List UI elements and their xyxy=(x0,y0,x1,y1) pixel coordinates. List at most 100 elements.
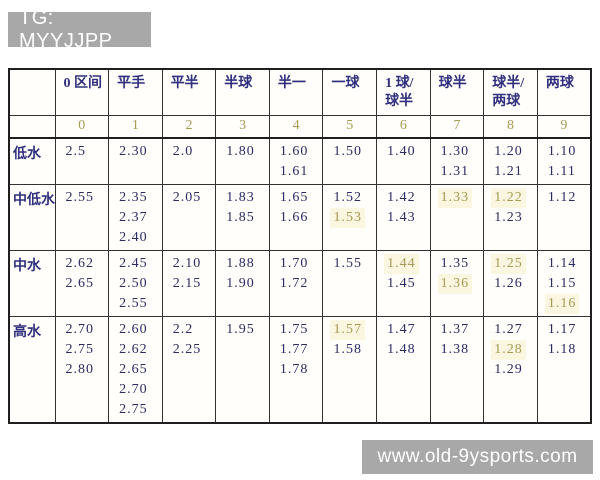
row-label: 中水 xyxy=(8,249,56,317)
odds-value: 2.2 xyxy=(172,321,194,337)
watermark-bottom: www.old-9ysports.com xyxy=(362,440,593,474)
odds-value: 2.45 xyxy=(119,255,148,271)
corner-cell xyxy=(8,68,56,116)
column-header: 半一 xyxy=(268,68,324,116)
column-header: 球半 xyxy=(429,68,485,116)
odds-cell: 2.0 xyxy=(161,137,217,185)
odds-cell: 2.60 2.62 2.65 2.70 2.75 xyxy=(108,315,163,423)
odds-value: 1.48 xyxy=(387,341,416,357)
column-index: 8 xyxy=(483,115,538,139)
odds-value: 2.5 xyxy=(65,143,86,159)
row-label: 高水 xyxy=(8,315,56,423)
odds-value: 2.0 xyxy=(172,143,194,159)
odds-cell: 1.30 1.31 xyxy=(429,137,485,185)
column-header: 平半 xyxy=(161,68,217,116)
odds-value: 2.37 xyxy=(119,209,148,225)
data-row: 中低水 2.55 2.35 2.37 2.40 2.05 1.83 1.85 1.65 1.66 1… xyxy=(8,183,592,251)
watermark-top: TG: MYYJJPP xyxy=(8,7,151,52)
odds-cell: 1.50 xyxy=(322,137,378,185)
odds-cell: 2.05 xyxy=(161,183,217,251)
odds-value: 2.65 xyxy=(65,275,94,291)
data-row: 低水 2.5 2.30 2.0 1.80 1.60 1.61 1.50 1.40 1.30 1.31… xyxy=(8,137,592,185)
odds-cell: 1.95 xyxy=(215,315,270,423)
odds-value: 1.38 xyxy=(440,341,470,357)
odds-cell: 1.33 xyxy=(429,183,485,251)
odds-cell: 1.44 1.45 xyxy=(376,249,431,317)
odds-cell: 2.10 2.15 xyxy=(161,249,217,317)
odds-value: 1.40 xyxy=(387,143,416,159)
odds-cell: 1.75 1.77 1.78 xyxy=(268,315,324,423)
odds-value: 1.83 xyxy=(226,189,255,205)
odds-value: 1.21 xyxy=(494,163,523,179)
index-corner-cell xyxy=(8,115,56,139)
odds-value: 2.40 xyxy=(119,229,148,245)
odds-value: 2.75 xyxy=(65,341,94,357)
odds-value: 1.23 xyxy=(494,209,523,225)
odds-value: 2.35 xyxy=(119,189,148,205)
odds-value: 1.61 xyxy=(279,163,309,179)
odds-value: 1.15 xyxy=(547,275,577,291)
header-row: 0 区间 平手 平半 半球 半一 一球 1 球/ 球半 球半 球半/ 两球 两球 xyxy=(8,68,592,116)
odds-cell: 2.45 2.50 2.55 xyxy=(108,249,163,317)
odds-cell: 1.60 1.61 xyxy=(268,137,324,185)
odds-value: 1.58 xyxy=(333,341,362,357)
odds-cell: 1.35 1.36 xyxy=(429,249,485,317)
odds-value: 1.95 xyxy=(226,321,255,337)
odds-cell: 1.42 1.43 xyxy=(376,183,431,251)
odds-cell: 1.80 xyxy=(215,137,270,185)
odds-value: 1.90 xyxy=(226,275,255,291)
row-label: 低水 xyxy=(8,137,56,185)
odds-value: 1.47 xyxy=(387,321,416,337)
odds-value: 1.20 xyxy=(494,143,523,159)
odds-cell: 1.12 xyxy=(536,183,592,251)
odds-value: 1.18 xyxy=(547,341,577,357)
odds-value: 2.05 xyxy=(172,189,202,205)
watermark-bottom-text: www.old-9ysports.com xyxy=(377,446,578,467)
odds-value: 1.50 xyxy=(333,143,362,159)
odds-value-highlight: 1.53 xyxy=(330,207,365,228)
odds-value: 1.55 xyxy=(333,255,362,271)
column-index: 4 xyxy=(268,115,324,139)
odds-value: 1.30 xyxy=(440,143,470,159)
odds-cell: 1.70 1.72 xyxy=(268,249,324,317)
column-header: 一球 xyxy=(322,68,378,116)
odds-cell: 1.27 1.28 1.29 xyxy=(483,315,538,423)
odds-value-highlight: 1.33 xyxy=(437,187,473,208)
odds-value: 1.72 xyxy=(279,275,309,291)
odds-cell: 1.37 1.38 xyxy=(429,315,485,423)
odds-cell: 2.55 xyxy=(54,183,110,251)
column-header: 0 区间 xyxy=(54,68,110,116)
odds-value: 2.80 xyxy=(65,361,94,377)
odds-value: 2.62 xyxy=(65,255,94,271)
odds-value: 2.50 xyxy=(119,275,148,291)
odds-value: 1.17 xyxy=(547,321,577,337)
odds-cell: 1.10 1.11 xyxy=(536,137,592,185)
odds-cell: 2.35 2.37 2.40 xyxy=(108,183,163,251)
odds-value: 1.42 xyxy=(387,189,416,205)
odds-value: 2.60 xyxy=(119,321,148,337)
odds-value: 1.43 xyxy=(387,209,416,225)
column-header: 半球 xyxy=(215,68,270,116)
odds-value-highlight: 1.25 xyxy=(491,253,526,274)
odds-cell: 1.22 1.23 xyxy=(483,183,538,251)
column-header: 平手 xyxy=(108,68,163,116)
data-row: 中水 2.62 2.65 2.45 2.50 2.55 2.10 2.15 1.88 1.90 1.… xyxy=(8,249,592,317)
odds-value: 1.14 xyxy=(547,255,577,271)
watermark-top-text: TG: MYYJJPP xyxy=(19,6,113,52)
odds-value: 1.66 xyxy=(279,209,309,225)
odds-value: 1.75 xyxy=(279,321,309,337)
column-index: 6 xyxy=(376,115,431,139)
odds-value-highlight: 1.44 xyxy=(384,253,419,274)
odds-value: 1.52 xyxy=(333,189,362,205)
odds-value: 1.65 xyxy=(279,189,309,205)
odds-value: 1.88 xyxy=(226,255,255,271)
odds-value: 2.55 xyxy=(65,189,94,205)
odds-value-highlight: 1.36 xyxy=(437,273,473,294)
odds-cell: 1.65 1.66 xyxy=(268,183,324,251)
odds-value: 2.15 xyxy=(172,275,202,291)
odds-value: 2.70 xyxy=(65,321,94,337)
odds-value: 2.75 xyxy=(119,401,148,417)
